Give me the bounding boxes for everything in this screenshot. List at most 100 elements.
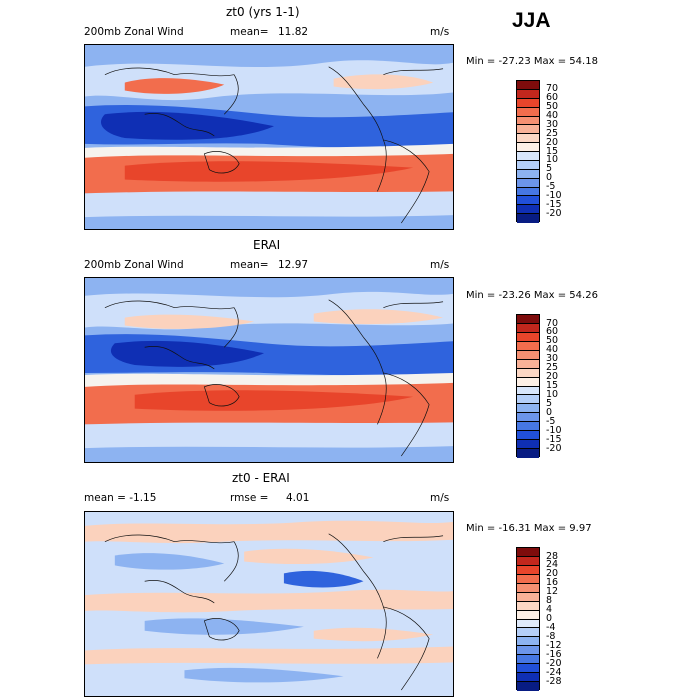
colorbar-tick: 20 [546, 568, 559, 580]
colorbar-swatch [517, 583, 539, 593]
colorbar-tick: 28 [546, 550, 559, 562]
colorbar-swatch [517, 619, 539, 629]
colorbar-swatch [517, 107, 539, 117]
colorbar-tick: 0 [546, 406, 553, 418]
panel-diff-mean: mean = -1.15 [84, 492, 157, 504]
colorbar-swatch [517, 664, 539, 674]
colorbar-tick: 30 [546, 118, 559, 130]
panel-model-map-svg [85, 45, 453, 229]
colorbar-tick: -5 [546, 415, 556, 427]
panel-obs-units: m/s [430, 259, 450, 271]
diff-band-eq [85, 589, 453, 613]
diff-blob-3 [283, 570, 364, 588]
colorbar-swatch [517, 646, 539, 656]
panel-diff-minmax: Min = -16.31 Max = 9.97 [466, 523, 592, 534]
colorbar-swatch [517, 332, 539, 342]
jet-core-sh [124, 161, 414, 182]
colorbar-swatch [517, 404, 539, 414]
colorbar-swatch [517, 431, 539, 441]
colorbar-tick: 24 [546, 559, 559, 571]
colorbar-swatch [517, 377, 539, 387]
colorbar-swatch [517, 134, 539, 144]
colorbar-tick: 16 [546, 577, 559, 589]
colorbar-swatch [517, 565, 539, 575]
diff-blob-2 [244, 548, 374, 565]
colorbar-tick: -20 [546, 442, 562, 454]
colorbar-swatch [517, 187, 539, 197]
panel-model-title: zt0 (yrs 1-1) [226, 5, 300, 19]
colorbar-swatch [517, 205, 539, 215]
colorbar-swatch [517, 592, 539, 602]
panel-obs-map [84, 277, 454, 463]
colorbar-swatch [517, 160, 539, 170]
colorbar-tick: 50 [546, 101, 559, 113]
colorbar-tick: 15 [546, 380, 559, 392]
colorbar-swatch [517, 196, 539, 206]
colorbar-tick: -15 [546, 433, 562, 445]
colorbar-swatch [517, 125, 539, 135]
colorbar-swatch [517, 682, 539, 691]
coastlines [104, 533, 444, 691]
colorbar-tick: -28 [546, 675, 562, 687]
colorbar-tick: 70 [546, 317, 559, 329]
season-label: JJA [512, 9, 551, 32]
colorbar-swatch [517, 413, 539, 423]
jet-core-nh-east [333, 74, 434, 90]
colorbar-swatch [517, 574, 539, 584]
colorbar-swatch [517, 315, 539, 324]
colorbar-tick: -15 [546, 198, 562, 210]
colorbar-swatch [517, 89, 539, 99]
colorbar-tick: 25 [546, 362, 559, 374]
panel-obs-map-svg [85, 278, 453, 462]
colorbar-tick: -20 [546, 207, 562, 219]
colorbar-tick: 10 [546, 389, 559, 400]
colorbar-swatch [517, 386, 539, 396]
colorbar-tick: 8 [546, 595, 553, 607]
colorbar-swatch [517, 628, 539, 638]
colorbar-tick: 5 [546, 397, 553, 409]
colorbar-swatch [517, 178, 539, 188]
colorbar-tick: 12 [546, 586, 559, 598]
panel-obs-title: ERAI [253, 238, 281, 252]
panel-obs-minmax: Min = -23.26 Max = 54.26 [466, 290, 598, 301]
panel-diff-title: zt0 - ERAI [232, 471, 290, 485]
colorbar-tick: 15 [546, 145, 559, 157]
panel-obs-colorbar [516, 314, 540, 458]
colorbar-swatch [517, 440, 539, 450]
colorbar-swatch [517, 81, 539, 90]
panel-model-map [84, 44, 454, 230]
colorbar-tick: 10 [546, 154, 559, 166]
colorbar-swatch [517, 548, 539, 557]
colorbar-tick: 4 [546, 604, 553, 616]
diff-blob-6 [184, 667, 344, 683]
colorbar-tick: 60 [546, 92, 559, 104]
panel-obs-variable: 200mb Zonal Wind [84, 259, 184, 271]
colorbar-swatch [517, 673, 539, 683]
colorbar-swatch [517, 98, 539, 108]
colorbar-tick: 70 [546, 83, 559, 95]
diff-band-south [85, 646, 453, 665]
panel-model-units: m/s [430, 26, 450, 38]
coastlines [104, 66, 444, 224]
easterly-core [110, 340, 265, 367]
colorbar-tick: -8 [546, 630, 556, 642]
diff-blob-4 [144, 618, 304, 635]
jet-core-nh-east [313, 309, 444, 325]
jet-core-sh [134, 390, 414, 411]
colorbar-tick: -16 [546, 648, 562, 660]
diff-blob-1 [114, 553, 225, 570]
colorbar-swatch [517, 610, 539, 620]
diff-band-north [85, 520, 453, 544]
colorbar-tick: 40 [546, 110, 559, 121]
easterly-core [100, 111, 274, 140]
diff-blob-5 [313, 627, 434, 642]
colorbar-tick: 5 [546, 163, 553, 175]
colorbar-tick: 0 [546, 172, 553, 184]
colorbar-tick: 0 [546, 613, 553, 625]
colorbar-tick: -20 [546, 657, 562, 669]
colorbar-swatch [517, 350, 539, 360]
colorbar-swatch [517, 449, 539, 458]
panel-model-variable: 200mb Zonal Wind [84, 26, 184, 38]
colorbar-tick: -10 [546, 424, 562, 436]
colorbar-swatch [517, 169, 539, 179]
